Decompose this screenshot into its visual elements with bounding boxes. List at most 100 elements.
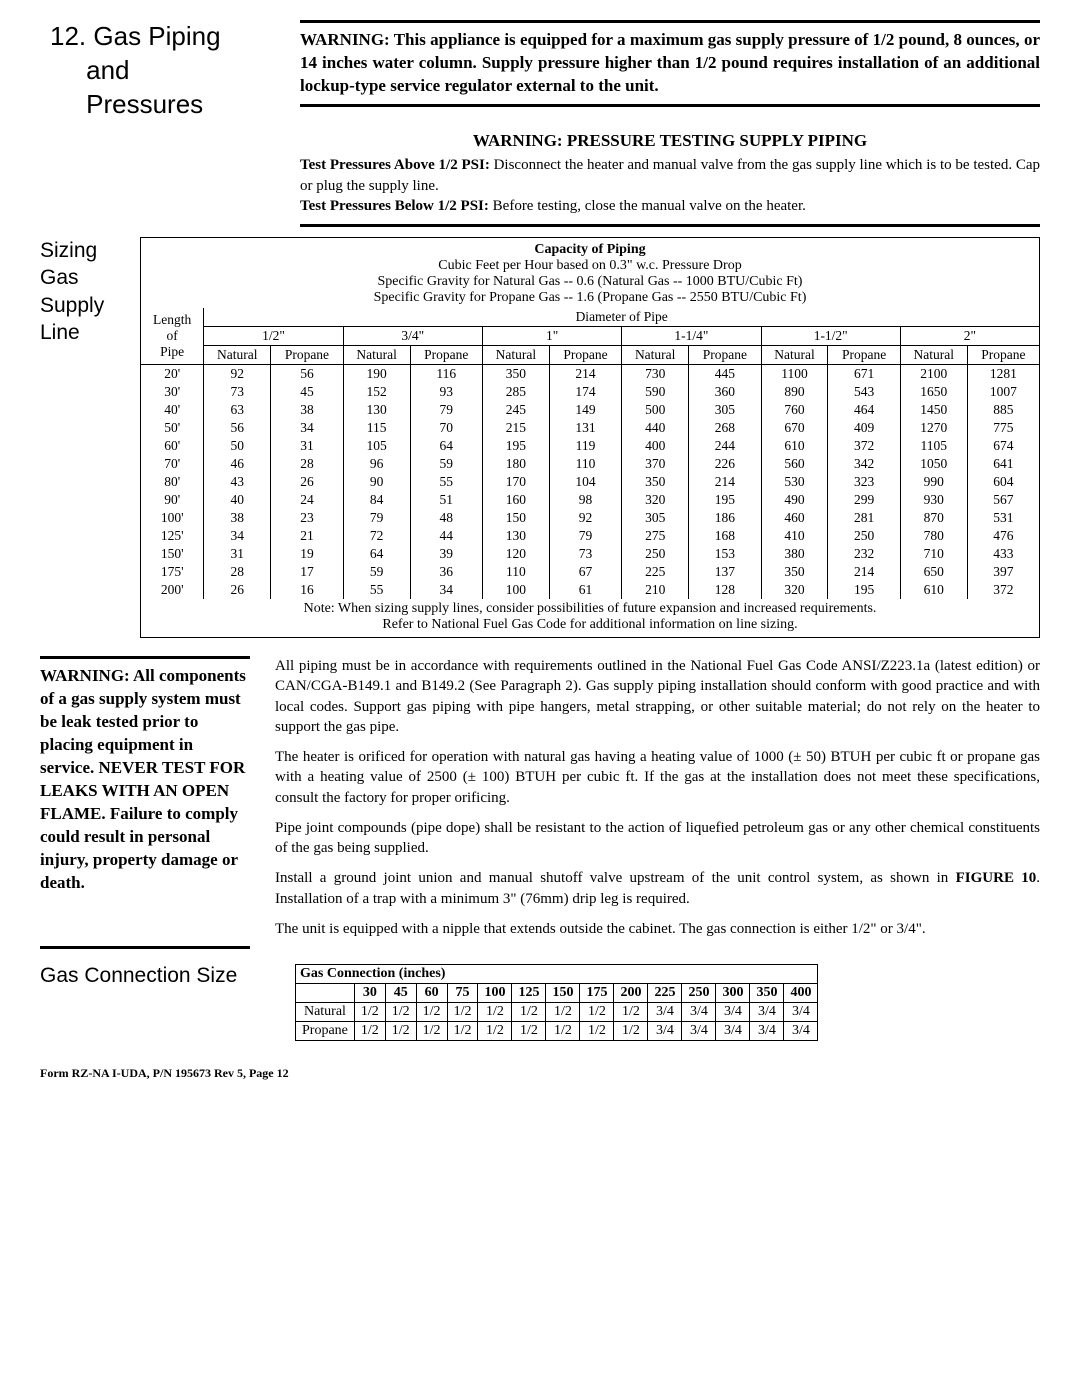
capacity-cell: 567 bbox=[967, 491, 1039, 509]
capacity-cell: 153 bbox=[689, 545, 761, 563]
gc-size-header: 100 bbox=[478, 984, 512, 1003]
capacity-cell: 84 bbox=[343, 491, 410, 509]
capacity-table: Capacity of Piping Cubic Feet per Hour b… bbox=[140, 237, 1040, 638]
capacity-cell: 56 bbox=[271, 365, 343, 384]
sizing-label-l4: Line bbox=[40, 321, 80, 344]
warning-leak-test: WARNING: All components of a gas supply … bbox=[40, 656, 250, 949]
body-p2: The heater is orificed for operation wit… bbox=[275, 747, 1040, 808]
capacity-cell: 409 bbox=[828, 419, 900, 437]
capacity-cell: 92 bbox=[549, 509, 621, 527]
gc-cell: 1/2 bbox=[614, 1022, 648, 1041]
gc-cell: 1/2 bbox=[546, 1022, 580, 1041]
gc-size-header: 400 bbox=[784, 984, 818, 1003]
capacity-cell: 26 bbox=[204, 581, 271, 599]
capacity-cell: 890 bbox=[761, 383, 828, 401]
capacity-cell: 26 bbox=[271, 473, 343, 491]
capacity-cell: 93 bbox=[410, 383, 482, 401]
section-title-l1: Gas Piping bbox=[93, 21, 220, 51]
capacity-cell: 130 bbox=[482, 527, 549, 545]
test-below-text: Before testing, close the manual valve o… bbox=[489, 198, 806, 214]
capacity-cell: 39 bbox=[410, 545, 482, 563]
gc-cell: 3/4 bbox=[784, 1022, 818, 1041]
gas-type-header: Propane bbox=[828, 346, 900, 365]
capacity-cell: 51 bbox=[410, 491, 482, 509]
capacity-cell: 67 bbox=[549, 563, 621, 581]
gc-cell: 1/2 bbox=[478, 1003, 512, 1022]
capacity-cell: 174 bbox=[549, 383, 621, 401]
gc-cell: 1/2 bbox=[512, 1022, 546, 1041]
capacity-cell: 885 bbox=[967, 401, 1039, 419]
capacity-cell: 116 bbox=[410, 365, 482, 384]
capacity-cell: 299 bbox=[828, 491, 900, 509]
diameter-col: 1/2" bbox=[204, 327, 343, 346]
capacity-cell: 31 bbox=[204, 545, 271, 563]
capacity-cell: 38 bbox=[204, 509, 271, 527]
gc-cell: 1/2 bbox=[614, 1003, 648, 1022]
capacity-cell: 104 bbox=[549, 473, 621, 491]
capacity-cell: 63 bbox=[204, 401, 271, 419]
capacity-cell: 215 bbox=[482, 419, 549, 437]
capacity-cell: 19 bbox=[271, 545, 343, 563]
capacity-cell: 1650 bbox=[900, 383, 967, 401]
capacity-cell: 323 bbox=[828, 473, 900, 491]
capacity-cell: 16 bbox=[271, 581, 343, 599]
diameter-col: 2" bbox=[900, 327, 1039, 346]
length-cell: 50' bbox=[141, 419, 204, 437]
gas-type-header: Propane bbox=[967, 346, 1039, 365]
capacity-cell: 119 bbox=[549, 437, 621, 455]
capacity-cell: 73 bbox=[204, 383, 271, 401]
capacity-cell: 214 bbox=[549, 365, 621, 384]
cap-sub3: Specific Gravity for Propane Gas -- 1.6 … bbox=[374, 290, 807, 305]
capacity-cell: 2100 bbox=[900, 365, 967, 384]
gas-type-header: Natural bbox=[343, 346, 410, 365]
length-cell: 90' bbox=[141, 491, 204, 509]
body-p5: The unit is equipped with a nipple that … bbox=[275, 919, 1040, 939]
capacity-cell: 380 bbox=[761, 545, 828, 563]
gc-cell: 1/2 bbox=[354, 1003, 385, 1022]
length-header: LengthofPipe bbox=[141, 308, 204, 365]
capacity-cell: 48 bbox=[410, 509, 482, 527]
capacity-cell: 730 bbox=[622, 365, 689, 384]
cap-sub1: Cubic Feet per Hour based on 0.3" w.c. P… bbox=[438, 258, 741, 273]
capacity-cell: 34 bbox=[204, 527, 271, 545]
capacity-cell: 650 bbox=[900, 563, 967, 581]
gas-type-header: Natural bbox=[761, 346, 828, 365]
gas-type-header: Propane bbox=[549, 346, 621, 365]
capacity-cell: 100 bbox=[482, 581, 549, 599]
capacity-cell: 320 bbox=[761, 581, 828, 599]
capacity-cell: 1270 bbox=[900, 419, 967, 437]
gas-type-header: Natural bbox=[622, 346, 689, 365]
length-cell: 200' bbox=[141, 581, 204, 599]
capacity-cell: 98 bbox=[549, 491, 621, 509]
length-cell: 100' bbox=[141, 509, 204, 527]
capacity-cell: 120 bbox=[482, 545, 549, 563]
gc-size-header: 60 bbox=[416, 984, 447, 1003]
capacity-cell: 305 bbox=[689, 401, 761, 419]
capacity-cell: 350 bbox=[622, 473, 689, 491]
capacity-cell: 440 bbox=[622, 419, 689, 437]
capacity-cell: 28 bbox=[204, 563, 271, 581]
capacity-cell: 92 bbox=[204, 365, 271, 384]
capacity-cell: 46 bbox=[204, 455, 271, 473]
capacity-cell: 96 bbox=[343, 455, 410, 473]
section-title-l3: Pressures bbox=[86, 89, 203, 119]
capacity-cell: 275 bbox=[622, 527, 689, 545]
gc-size-header: 225 bbox=[648, 984, 682, 1003]
capacity-cell: 186 bbox=[689, 509, 761, 527]
diameter-col: 1-1/4" bbox=[622, 327, 761, 346]
capacity-cell: 342 bbox=[828, 455, 900, 473]
diameter-header: Diameter of Pipe bbox=[204, 308, 1039, 327]
capacity-cell: 372 bbox=[828, 437, 900, 455]
capacity-cell: 214 bbox=[828, 563, 900, 581]
capacity-cell: 268 bbox=[689, 419, 761, 437]
gas-connection-label: Gas Connection Size bbox=[40, 964, 270, 988]
section-title: 12. Gas Piping and Pressures bbox=[40, 20, 280, 121]
capacity-cell: 281 bbox=[828, 509, 900, 527]
diameter-col: 1-1/2" bbox=[761, 327, 900, 346]
gc-cell: 3/4 bbox=[682, 1003, 716, 1022]
body-p3: Pipe joint compounds (pipe dope) shall b… bbox=[275, 818, 1040, 859]
capacity-cell: 531 bbox=[967, 509, 1039, 527]
gc-size-header: 200 bbox=[614, 984, 648, 1003]
gc-cell: 1/2 bbox=[447, 1003, 478, 1022]
capacity-cell: 56 bbox=[204, 419, 271, 437]
